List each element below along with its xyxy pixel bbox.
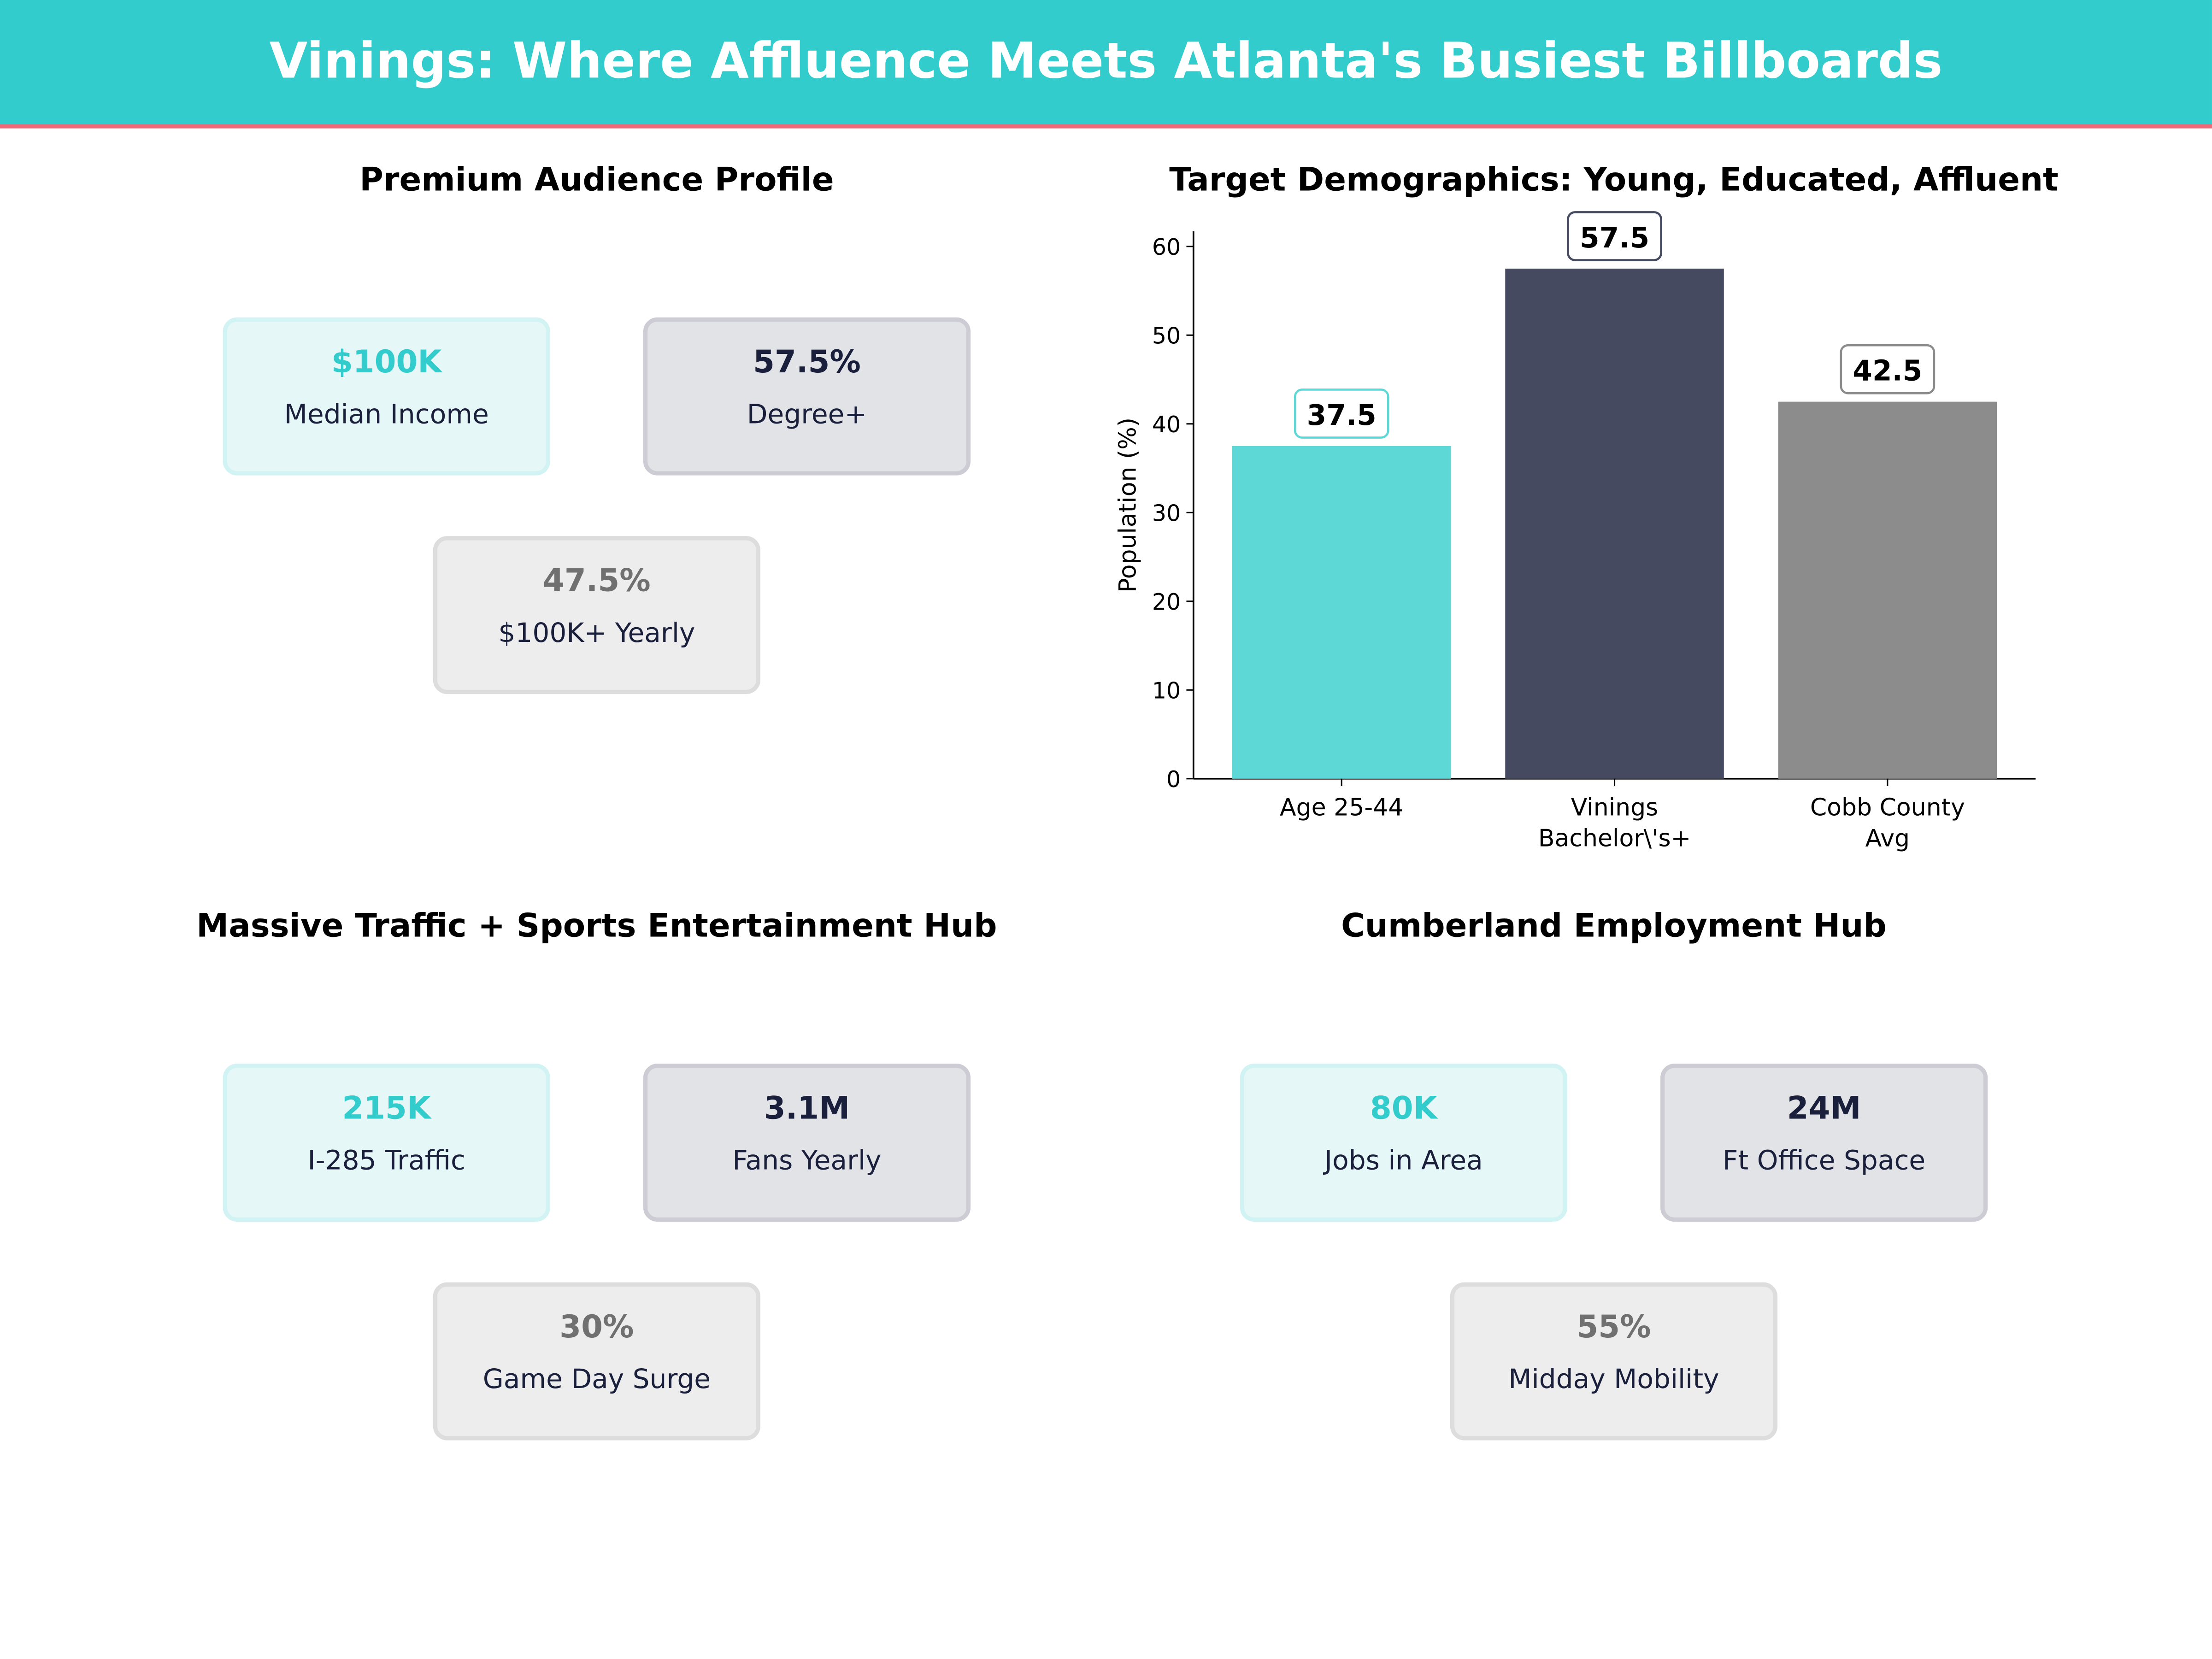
card-value: 55%	[1577, 1310, 1651, 1346]
y-axis-label: Population (%)	[1114, 418, 1141, 593]
card-label: Ft Office Space	[1722, 1145, 1926, 1177]
y-tick-label: 10	[1152, 678, 1181, 704]
bar	[1505, 268, 1724, 779]
card-label: Jobs in Area	[1324, 1145, 1483, 1177]
x-tick-label: Vinings	[1571, 794, 1658, 821]
data-label-box	[1294, 388, 1389, 439]
y-tick-label: 30	[1152, 500, 1181, 527]
y-tick-label: 20	[1152, 589, 1181, 615]
y-tick-label: 50	[1152, 323, 1181, 349]
employment-panel-title: Cumberland Employment Hub	[1341, 908, 1887, 946]
game-day-card: 30% Game Day Surge	[433, 1282, 760, 1441]
card-value: 30%	[559, 1310, 634, 1346]
card-label: Median Income	[284, 399, 489, 430]
card-value: $100K	[331, 345, 442, 381]
card-value: 24M	[1787, 1092, 1861, 1127]
y-tick-label: 40	[1152, 412, 1181, 438]
office-space-card: 24M Ft Office Space	[1660, 1064, 1988, 1222]
jobs-card: 80K Jobs in Area	[1240, 1064, 1567, 1222]
data-label: 37.5	[1307, 399, 1377, 432]
traffic-card: 215K I-285 Traffic	[223, 1064, 550, 1222]
card-value: 215K	[342, 1092, 431, 1127]
chart-title: Target Demographics: Young, Educated, Af…	[1169, 162, 2059, 199]
bar	[1232, 446, 1451, 779]
card-value: 57.5%	[753, 345, 861, 381]
fans-card: 3.1M Fans Yearly	[643, 1064, 971, 1222]
data-label-box	[1840, 344, 1936, 394]
x-tick-label: Cobb County	[1810, 794, 1965, 821]
traffic-panel-title: Massive Traffic + Sports Entertainment H…	[196, 908, 997, 946]
midday-mobility-card: 55% Midday Mobility	[1450, 1282, 1778, 1441]
x-tick-label: Avg	[1865, 825, 1910, 853]
data-label: 42.5	[1853, 355, 1922, 388]
page-title: Vinings: Where Affluence Meets Atlanta's…	[269, 34, 1943, 90]
card-label: Fans Yearly	[732, 1145, 882, 1177]
high-income-card: 47.5% $100K+ Yearly	[433, 536, 760, 694]
header-banner: Vinings: Where Affluence Meets Atlanta's…	[0, 0, 2212, 129]
card-label: Midday Mobility	[1508, 1364, 1719, 1395]
card-label: Game Day Surge	[482, 1364, 711, 1395]
card-label: $100K+ Yearly	[498, 618, 695, 649]
card-label: Degree+	[747, 399, 867, 430]
card-value: 80K	[1370, 1092, 1437, 1127]
card-value: 47.5%	[543, 564, 651, 600]
x-tick-label: Bachelor\'s+	[1538, 825, 1691, 853]
data-label: 57.5	[1580, 222, 1649, 254]
y-tick-label: 60	[1152, 234, 1181, 260]
data-label-box	[1567, 211, 1662, 261]
y-tick-label: 0	[1166, 766, 1181, 793]
degree-card: 57.5% Degree+	[643, 317, 971, 476]
audience-panel-title: Premium Audience Profile	[359, 162, 834, 199]
median-income-card: $100K Median Income	[223, 317, 550, 476]
card-value: 3.1M	[764, 1092, 850, 1127]
bar	[1778, 401, 1997, 779]
card-label: I-285 Traffic	[307, 1145, 465, 1177]
x-tick-label: Age 25-44	[1280, 794, 1403, 821]
